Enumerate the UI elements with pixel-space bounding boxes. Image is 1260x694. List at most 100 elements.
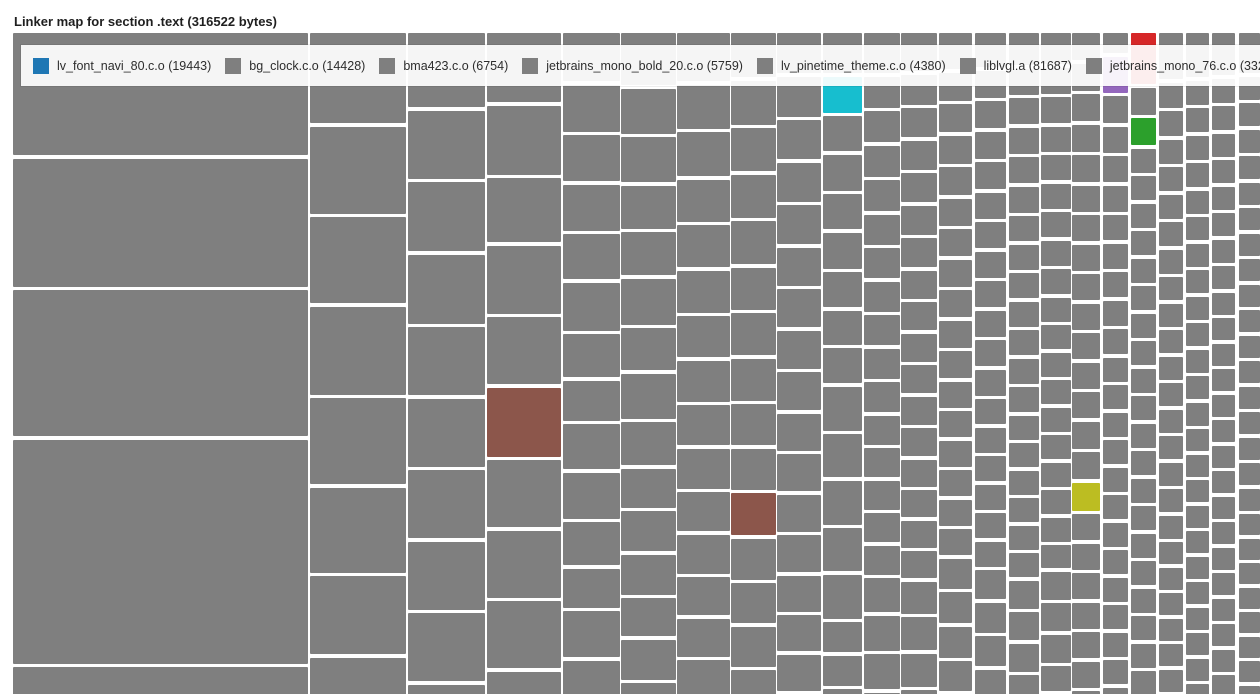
treemap-cell[interactable] [1009, 273, 1039, 298]
treemap-cell[interactable] [563, 568, 620, 608]
treemap-cell[interactable] [563, 611, 620, 657]
treemap-cell[interactable] [975, 310, 1006, 337]
treemap-cell[interactable] [1186, 633, 1209, 655]
treemap-cell[interactable] [823, 655, 862, 686]
treemap-cell[interactable] [1186, 658, 1209, 681]
treemap-cell-highlight[interactable] [1131, 118, 1156, 145]
treemap-cell[interactable] [939, 290, 972, 317]
treemap-cell[interactable] [563, 334, 620, 377]
treemap-cell[interactable] [777, 494, 821, 532]
treemap-cell[interactable] [975, 251, 1006, 278]
treemap-cell[interactable] [1212, 106, 1235, 130]
treemap-cell[interactable] [1072, 632, 1100, 658]
treemap-cell[interactable] [1131, 671, 1156, 694]
treemap-cell[interactable] [1159, 669, 1183, 692]
treemap-cell[interactable] [1186, 108, 1209, 132]
treemap-cell[interactable] [1212, 160, 1235, 183]
treemap-cell[interactable] [621, 278, 676, 325]
treemap-cell[interactable] [1041, 212, 1071, 237]
treemap-cell[interactable] [487, 105, 561, 175]
treemap-cell[interactable] [975, 162, 1006, 189]
treemap-cell[interactable] [1159, 542, 1183, 564]
treemap-cell[interactable] [1103, 522, 1128, 547]
treemap-cell[interactable] [487, 178, 561, 242]
treemap-cell[interactable] [975, 222, 1006, 248]
treemap-cell[interactable] [777, 654, 821, 691]
treemap-cell[interactable] [901, 581, 937, 614]
treemap-cell[interactable] [1009, 470, 1039, 495]
treemap-cell[interactable] [563, 380, 620, 421]
treemap-cell[interactable] [939, 104, 972, 132]
treemap-cell[interactable] [975, 399, 1006, 424]
treemap-cell[interactable] [1009, 301, 1039, 327]
treemap-cell[interactable] [1072, 452, 1100, 479]
treemap-cell[interactable] [1103, 687, 1128, 694]
treemap-cell[interactable] [864, 111, 900, 142]
treemap-cell[interactable] [1072, 274, 1100, 300]
treemap-cell[interactable] [1009, 358, 1039, 384]
treemap-cell[interactable] [1041, 634, 1071, 663]
treemap-cell[interactable] [1072, 691, 1100, 694]
treemap-cell[interactable] [1009, 330, 1039, 355]
treemap-cell[interactable] [939, 259, 972, 287]
treemap-cell[interactable] [823, 272, 862, 307]
treemap-cell[interactable] [1239, 514, 1260, 535]
treemap-cell[interactable] [408, 327, 485, 395]
treemap-cell[interactable] [1131, 148, 1156, 173]
treemap-cell[interactable] [731, 583, 776, 623]
treemap-cell[interactable] [408, 684, 485, 694]
treemap-cell[interactable] [1103, 185, 1128, 212]
treemap-cell[interactable] [563, 84, 620, 132]
treemap-cell[interactable] [1239, 361, 1260, 383]
treemap-cell[interactable] [1159, 111, 1183, 136]
treemap-cell[interactable] [975, 636, 1006, 666]
treemap-cell[interactable] [13, 667, 308, 694]
treemap-cell[interactable] [1186, 349, 1209, 373]
treemap-cell[interactable] [1159, 409, 1183, 433]
treemap-cell[interactable] [1009, 553, 1039, 577]
treemap-cell[interactable] [563, 424, 620, 469]
treemap-cell[interactable] [621, 468, 676, 508]
treemap-cell[interactable] [864, 180, 900, 211]
treemap-cell[interactable] [731, 80, 776, 125]
treemap-cell[interactable] [677, 270, 730, 313]
treemap-cell[interactable] [864, 248, 900, 278]
treemap-cell[interactable] [621, 422, 676, 465]
treemap-cell-highlight[interactable] [731, 493, 776, 535]
treemap-cell[interactable] [1239, 437, 1260, 460]
treemap-cell[interactable] [1239, 208, 1260, 230]
treemap-cell[interactable] [864, 214, 900, 245]
treemap-cell[interactable] [777, 120, 821, 159]
treemap-cell[interactable] [731, 626, 776, 667]
treemap-cell[interactable] [1186, 296, 1209, 320]
treemap-cell[interactable] [777, 615, 821, 651]
treemap-cell[interactable] [939, 351, 972, 378]
treemap-cell[interactable] [1212, 445, 1235, 468]
treemap-cell[interactable] [864, 545, 900, 575]
treemap-cell[interactable] [975, 131, 1006, 159]
treemap-cell[interactable] [823, 348, 862, 383]
treemap-cell[interactable] [1212, 239, 1235, 263]
treemap-cell[interactable] [1159, 222, 1183, 246]
treemap-cell[interactable] [1212, 573, 1235, 595]
treemap-cell[interactable] [1239, 310, 1260, 332]
treemap-cell[interactable] [1103, 272, 1128, 297]
treemap-cell[interactable] [1212, 420, 1235, 442]
treemap-cell[interactable] [1239, 129, 1260, 153]
treemap-cell[interactable] [939, 626, 972, 658]
treemap-cell[interactable] [1009, 580, 1039, 609]
treemap-cell[interactable] [731, 538, 776, 580]
treemap-cell[interactable] [939, 229, 972, 256]
treemap-cell[interactable] [777, 162, 821, 202]
treemap-cell[interactable] [677, 132, 730, 176]
treemap-cell[interactable] [1072, 421, 1100, 449]
treemap-cell[interactable] [408, 541, 485, 610]
treemap-cell[interactable] [975, 369, 1006, 396]
treemap-cell[interactable] [975, 570, 1006, 599]
treemap-cell[interactable] [1041, 517, 1071, 542]
treemap-cell[interactable] [1159, 139, 1183, 164]
treemap-cell[interactable] [1159, 462, 1183, 486]
treemap-cell[interactable] [1103, 632, 1128, 657]
treemap-cell[interactable] [677, 492, 730, 531]
treemap-cell[interactable] [1103, 577, 1128, 602]
